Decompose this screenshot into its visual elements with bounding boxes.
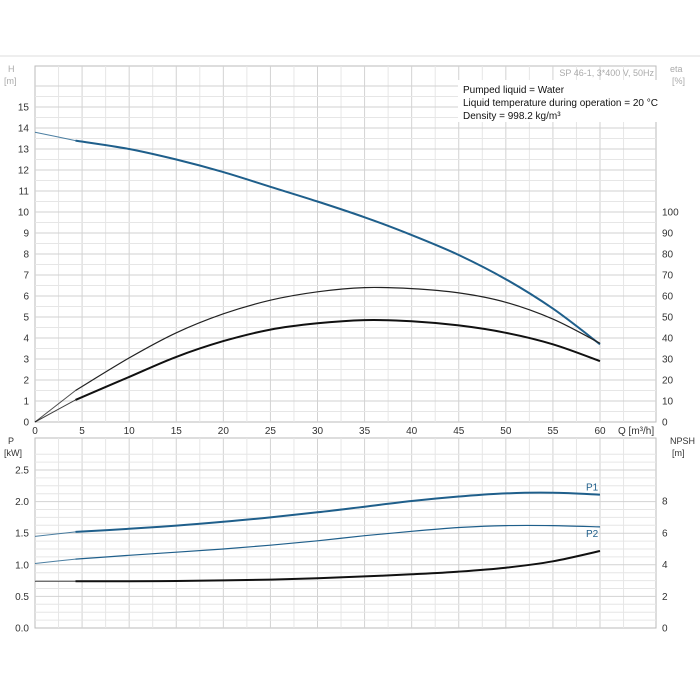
top-series-2-line xyxy=(75,319,601,401)
top-x-tick-label: 5 xyxy=(79,426,85,437)
bottom-y2-tick-label: 6 xyxy=(662,528,668,539)
top-y2-tick-label: 10 xyxy=(662,397,674,408)
bottom-y-tick-label: 1.5 xyxy=(15,529,29,540)
top-y2-tick-label: 20 xyxy=(662,376,674,387)
top-y-tick-label: 1 xyxy=(23,397,29,408)
top-x-tick-label: 25 xyxy=(265,426,277,437)
top-y-tick-label: 2 xyxy=(23,376,29,387)
top-x-tick-label: 20 xyxy=(218,426,230,437)
top-y2-tick-label: 90 xyxy=(662,229,674,240)
top-x-tick-label: 35 xyxy=(359,426,371,437)
top-chart-axes: 0123456789101112131415010203040506070809… xyxy=(4,64,685,437)
top-y-tick-label: 4 xyxy=(23,334,29,345)
bottom-y2-axis-title: NPSH xyxy=(670,436,695,446)
top-x-tick-label: 55 xyxy=(547,426,559,437)
bottom-y-tick-label: 0.5 xyxy=(15,592,29,603)
top-y-tick-label: 7 xyxy=(23,271,29,282)
top-y2-tick-label: 0 xyxy=(662,418,668,429)
pump-model-label: SP 46-1, 3*400 V, 50Hz xyxy=(559,68,654,78)
top-x-tick-label: 50 xyxy=(500,426,512,437)
bottom-series-1-line xyxy=(75,524,601,560)
top-series-0-line xyxy=(75,139,601,346)
top-y2-tick-label: 40 xyxy=(662,334,674,345)
top-x-axis-title: Q [m³/h] xyxy=(618,426,654,437)
top-y-tick-label: 12 xyxy=(18,166,30,177)
top-y-tick-label: 6 xyxy=(23,292,29,303)
top-y2-tick-label: 60 xyxy=(662,292,674,303)
top-y-tick-label: 13 xyxy=(18,145,30,156)
bottom-y-tick-label: 2.0 xyxy=(15,497,29,508)
top-y2-tick-label: 50 xyxy=(662,313,674,324)
bottom-series-label: P2 xyxy=(586,529,599,540)
pumped-liquid-line: Pumped liquid = Water xyxy=(463,85,565,96)
top-y2-tick-label: 100 xyxy=(662,208,679,219)
bottom-series-label: P1 xyxy=(586,483,599,494)
bottom-y-axis-title: P xyxy=(8,436,14,446)
top-series-2-extrapolated xyxy=(34,399,76,423)
top-chart-grid xyxy=(35,66,656,422)
bottom-y-tick-label: 2.5 xyxy=(15,466,29,477)
header-info-background xyxy=(458,80,658,122)
top-x-tick-label: 15 xyxy=(171,426,183,437)
top-y2-axis-title: eta xyxy=(670,64,683,74)
bottom-chart-series: P1 P2 xyxy=(34,483,601,583)
bottom-y2-tick-label: 2 xyxy=(662,592,668,603)
header-info: SP 46-1, 3*400 V, 50Hz Pumped liquid = W… xyxy=(458,68,658,122)
top-y-tick-label: 14 xyxy=(18,124,30,135)
liquid-temperature-line: Liquid temperature during operation = 20… xyxy=(463,98,658,109)
top-y-tick-label: 3 xyxy=(23,355,29,366)
top-y-tick-label: 5 xyxy=(23,313,29,324)
bottom-series-0-extrapolated xyxy=(34,531,76,537)
top-x-tick-label: 45 xyxy=(453,426,465,437)
top-y-tick-label: 15 xyxy=(18,103,30,114)
top-series-1-line xyxy=(75,286,601,392)
top-y2-tick-label: 80 xyxy=(662,250,674,261)
top-x-tick-label: 40 xyxy=(406,426,418,437)
top-y-tick-label: 8 xyxy=(23,250,29,261)
bottom-y2-tick-label: 4 xyxy=(662,560,668,571)
top-y2-tick-label: 70 xyxy=(662,271,674,282)
top-y-axis-unit: [m] xyxy=(4,76,17,86)
top-y-tick-label: 0 xyxy=(23,418,29,429)
top-x-tick-label: 60 xyxy=(594,426,606,437)
top-x-tick-label: 10 xyxy=(124,426,136,437)
top-y2-axis-unit: [%] xyxy=(672,76,685,86)
bottom-y2-tick-label: 0 xyxy=(662,624,668,635)
bottom-y-axis-unit: [kW] xyxy=(4,448,22,458)
bottom-y-tick-label: 1.0 xyxy=(15,560,29,571)
bottom-y2-tick-label: 8 xyxy=(662,497,668,508)
top-y-tick-label: 10 xyxy=(18,208,30,219)
bottom-series-1-extrapolated xyxy=(34,558,76,564)
density-line: Density = 998.2 kg/m³ xyxy=(463,111,561,122)
bottom-series-0-line xyxy=(75,491,601,533)
top-x-tick-label: 30 xyxy=(312,426,324,437)
top-chart-series xyxy=(34,131,601,423)
top-y-tick-label: 9 xyxy=(23,229,29,240)
bottom-chart-axes: 0.0 0.5 1.0 1.5 2.0 2.5 0 2 4 6 8 P [kW] NPSH [m] xyxy=(4,436,695,635)
bottom-series-2-line xyxy=(75,550,601,583)
bottom-y2-axis-unit: [m] xyxy=(672,448,685,458)
top-series-0-extrapolated xyxy=(34,131,76,142)
top-x-tick-label: 0 xyxy=(32,426,38,437)
bottom-chart-grid xyxy=(35,438,656,628)
top-series-1-extrapolated xyxy=(34,390,76,423)
top-y2-tick-label: 30 xyxy=(662,355,674,366)
top-y-tick-label: 11 xyxy=(19,187,30,198)
top-y-axis-title: H xyxy=(8,64,15,74)
bottom-y-tick-label: 0.0 xyxy=(15,624,29,635)
